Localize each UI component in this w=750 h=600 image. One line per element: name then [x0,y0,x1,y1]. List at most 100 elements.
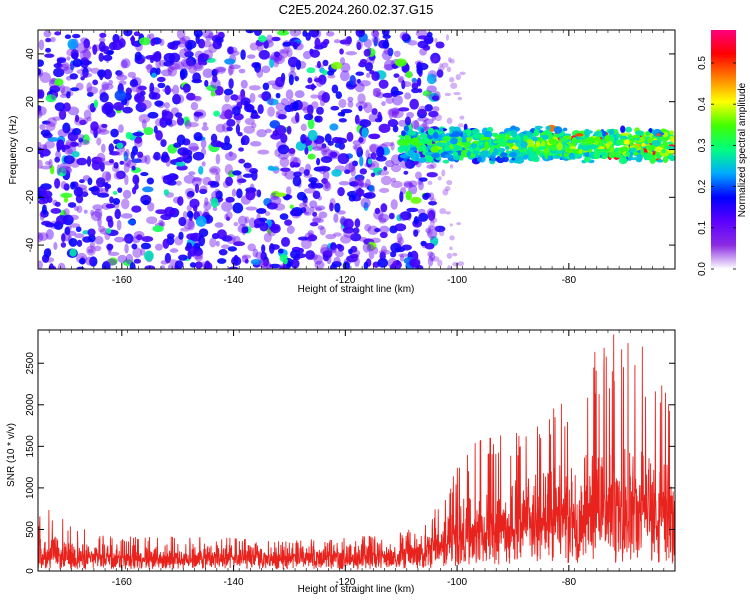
spectrogram-cell [367,158,372,165]
spectrogram-cell [44,190,53,198]
spectrogram-cell [103,68,112,80]
spectrogram-cell [105,183,112,190]
spectrogram-cell [275,110,287,116]
spectrogram-cell [108,158,115,164]
spectrogram-cell [174,260,184,269]
spectrogram-cell [114,89,127,101]
spectrogram-cell [449,58,455,64]
spectrogram-cell [38,109,43,119]
spectrogram-cell [194,254,204,262]
spectrogram-cell [552,155,562,159]
spectrogram-cell [67,202,77,208]
spectrogram-cell [388,108,394,120]
spectrogram-cell [193,30,203,38]
spectrogram-cell [81,134,90,145]
spectrogram-cell [355,188,364,193]
spectrogram-cell [80,37,89,44]
spectrogram-cell [247,243,256,252]
spectrogram-cell [317,94,323,101]
spectrogram-cell [277,144,290,155]
spectrogram-cell [449,76,455,83]
spectrogram-cell [410,196,422,204]
spectrogram-cell [366,72,371,78]
spectrogram-cell [364,223,372,232]
spectrogram-cell [97,129,110,135]
spectrogram-cell [416,146,425,152]
spectrogram-cell [313,254,323,265]
spectrogram-cell [418,212,429,222]
spectrogram-cell [357,175,365,187]
spectrogram-cell [356,41,362,51]
spectrogram-cell [140,99,152,110]
snr-y-tick-label: 2000 [25,393,36,416]
spectrogram-cell [354,144,363,153]
spectrogram-cell [629,141,634,147]
spectrogram-cell [416,66,423,75]
spectrogram-cell [164,252,172,264]
spectrogram-cell [307,118,315,130]
spectrogram-cell [325,31,335,37]
spectrogram-cell [651,139,661,147]
spectrogram-cell [365,62,374,72]
spectrogram-cell [312,211,318,217]
spectrogram-cell [418,105,427,115]
spectrogram-cell [44,53,55,58]
spectrogram-cell [237,132,243,137]
spectrogram-cell [608,130,615,135]
spectrogram-cell [434,225,446,233]
spectrogram-cell [545,125,552,131]
spectrogram-cell [355,30,365,38]
spectrogram-cell [77,141,82,148]
spectrogram-cell [194,261,203,269]
spectrogram-cell [314,115,321,123]
spectrogram-cell [291,101,299,112]
spectrogram-cell [131,165,136,171]
spectrogram-cell [470,143,478,149]
spectrogram-cell [493,148,499,155]
spectrogram-cell [303,135,310,142]
spectrogram-cell [338,181,350,186]
spectrogram-cell [429,252,436,262]
spectrogram-cell [117,187,123,193]
spectrogram-cell [269,57,275,69]
spectrogram-cell [500,152,508,158]
spectrogram-cell [604,134,611,142]
spectrogram-cell [519,149,529,153]
spectrogram-cell [167,66,175,72]
spectrogram-cell [647,137,654,144]
spectrogram-cell [220,112,228,120]
spectrogram-cell [238,68,246,74]
spectrogram-cell [91,156,103,165]
spectrogram-cell [38,260,43,269]
spectrogram-cell [204,260,211,269]
spectrogram-cell [260,262,273,269]
spectrogram-cell [259,222,269,232]
spectrogram-cell [608,152,616,159]
spectrogram-cell [533,128,540,137]
spectrogram-cell [413,216,419,226]
snr-frame [37,329,676,572]
spectrogram-cell [616,139,624,146]
spectrogram-cell [233,221,239,227]
spectrogram-cell [548,133,554,140]
spectrogram-cell [437,66,445,71]
snr-y-tick-label: 2500 [25,352,36,375]
spectrogram-cell [615,132,620,140]
spectrogram-cell [221,110,227,116]
spectrogram-cell [123,151,129,162]
spectrogram-cell [308,30,320,38]
spectrogram-cell [312,146,323,151]
spectrogram-cell [129,79,139,88]
spectrogram-cell [294,90,305,99]
spectrogram-cell [103,101,114,113]
spectrogram-cell [112,197,121,205]
spectrogram-cell [406,207,419,213]
spectrogram-cell [438,127,444,132]
spectrogram-cell [83,209,88,214]
spectrogram-cell [348,161,356,172]
spectrogram-cell [322,59,329,67]
spectrogram-cell [443,136,451,142]
spectrogram-cell [372,91,381,97]
spectrogram-cell [371,30,379,38]
